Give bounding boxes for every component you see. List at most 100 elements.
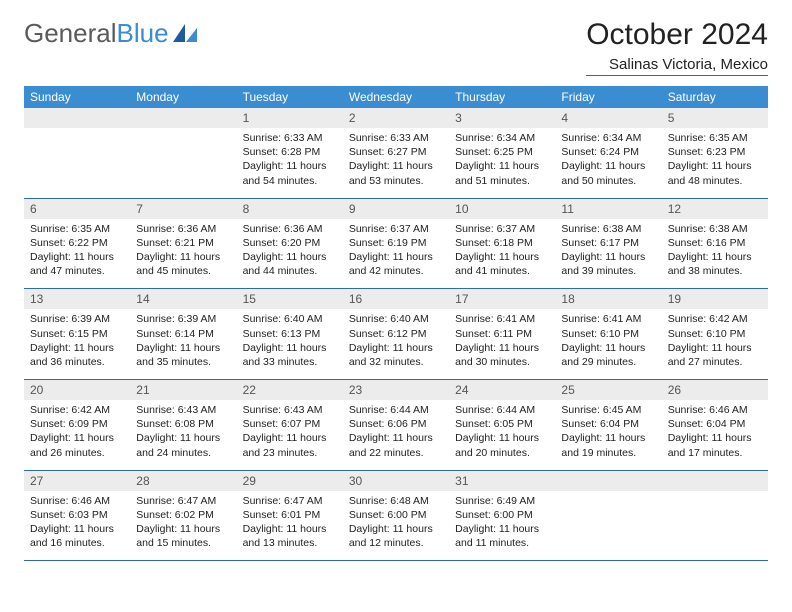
sunrise-text: Sunrise: 6:40 AM [243, 312, 337, 326]
sunrise-text: Sunrise: 6:36 AM [136, 222, 230, 236]
week-row: 20212223242526Sunrise: 6:42 AMSunset: 6:… [24, 380, 768, 471]
sunset-text: Sunset: 6:05 PM [455, 417, 549, 431]
week-row: 13141516171819Sunrise: 6:39 AMSunset: 6:… [24, 289, 768, 380]
sunset-text: Sunset: 6:02 PM [136, 508, 230, 522]
sunset-text: Sunset: 6:14 PM [136, 327, 230, 341]
weekday-friday: Friday [555, 86, 661, 108]
day-number-cell [555, 471, 661, 491]
day-number-cell: 27 [24, 471, 130, 491]
sunrise-text: Sunrise: 6:37 AM [349, 222, 443, 236]
daylight-text: Daylight: 11 hours and 24 minutes. [136, 431, 230, 459]
sunrise-text: Sunrise: 6:48 AM [349, 494, 443, 508]
daylight-text: Daylight: 11 hours and 26 minutes. [30, 431, 124, 459]
day-body-cell: Sunrise: 6:43 AMSunset: 6:07 PMDaylight:… [237, 400, 343, 470]
sunrise-text: Sunrise: 6:44 AM [349, 403, 443, 417]
logo: GeneralBlue [24, 18, 199, 49]
daylight-text: Daylight: 11 hours and 35 minutes. [136, 341, 230, 369]
sunset-text: Sunset: 6:28 PM [243, 145, 337, 159]
day-body-cell: Sunrise: 6:46 AMSunset: 6:04 PMDaylight:… [662, 400, 768, 470]
day-body-cell: Sunrise: 6:37 AMSunset: 6:19 PMDaylight:… [343, 219, 449, 289]
weekday-tuesday: Tuesday [237, 86, 343, 108]
day-number-cell: 9 [343, 199, 449, 219]
sunset-text: Sunset: 6:07 PM [243, 417, 337, 431]
sunrise-text: Sunrise: 6:33 AM [243, 131, 337, 145]
day-number-cell: 24 [449, 380, 555, 400]
daylight-text: Daylight: 11 hours and 19 minutes. [561, 431, 655, 459]
daylight-text: Daylight: 11 hours and 32 minutes. [349, 341, 443, 369]
daylight-text: Daylight: 11 hours and 23 minutes. [243, 431, 337, 459]
day-body-cell: Sunrise: 6:33 AMSunset: 6:28 PMDaylight:… [237, 128, 343, 198]
weekday-wednesday: Wednesday [343, 86, 449, 108]
day-number-cell: 28 [130, 471, 236, 491]
daylight-text: Daylight: 11 hours and 29 minutes. [561, 341, 655, 369]
day-body-cell: Sunrise: 6:36 AMSunset: 6:20 PMDaylight:… [237, 219, 343, 289]
day-number-cell: 30 [343, 471, 449, 491]
day-body-cell: Sunrise: 6:37 AMSunset: 6:18 PMDaylight:… [449, 219, 555, 289]
day-body-cell: Sunrise: 6:45 AMSunset: 6:04 PMDaylight:… [555, 400, 661, 470]
day-number-cell: 12 [662, 199, 768, 219]
sunrise-text: Sunrise: 6:46 AM [668, 403, 762, 417]
day-body-cell: Sunrise: 6:44 AMSunset: 6:06 PMDaylight:… [343, 400, 449, 470]
daylight-text: Daylight: 11 hours and 53 minutes. [349, 159, 443, 187]
sunset-text: Sunset: 6:21 PM [136, 236, 230, 250]
day-number-cell: 14 [130, 289, 236, 309]
sunrise-text: Sunrise: 6:35 AM [668, 131, 762, 145]
day-number-cell: 10 [449, 199, 555, 219]
daylight-text: Daylight: 11 hours and 16 minutes. [30, 522, 124, 550]
sunrise-text: Sunrise: 6:36 AM [243, 222, 337, 236]
day-number-cell [130, 108, 236, 128]
sunrise-text: Sunrise: 6:39 AM [136, 312, 230, 326]
day-body-cell: Sunrise: 6:33 AMSunset: 6:27 PMDaylight:… [343, 128, 449, 198]
day-body-cell: Sunrise: 6:47 AMSunset: 6:02 PMDaylight:… [130, 491, 236, 561]
sunset-text: Sunset: 6:23 PM [668, 145, 762, 159]
sunrise-text: Sunrise: 6:47 AM [243, 494, 337, 508]
day-body-cell: Sunrise: 6:38 AMSunset: 6:17 PMDaylight:… [555, 219, 661, 289]
week-row: 6789101112Sunrise: 6:35 AMSunset: 6:22 P… [24, 199, 768, 290]
day-number-cell: 26 [662, 380, 768, 400]
month-title: October 2024 [586, 18, 768, 52]
day-number-cell: 31 [449, 471, 555, 491]
daylight-text: Daylight: 11 hours and 50 minutes. [561, 159, 655, 187]
day-number-cell [24, 108, 130, 128]
day-body-cell [130, 128, 236, 198]
logo-text: GeneralBlue [24, 18, 169, 49]
sunset-text: Sunset: 6:19 PM [349, 236, 443, 250]
sunrise-text: Sunrise: 6:38 AM [561, 222, 655, 236]
daylight-text: Daylight: 11 hours and 48 minutes. [668, 159, 762, 187]
sunrise-text: Sunrise: 6:34 AM [561, 131, 655, 145]
daylight-text: Daylight: 11 hours and 38 minutes. [668, 250, 762, 278]
daylight-text: Daylight: 11 hours and 42 minutes. [349, 250, 443, 278]
sunrise-text: Sunrise: 6:44 AM [455, 403, 549, 417]
daylight-text: Daylight: 11 hours and 39 minutes. [561, 250, 655, 278]
day-body-cell: Sunrise: 6:35 AMSunset: 6:23 PMDaylight:… [662, 128, 768, 198]
sunrise-text: Sunrise: 6:46 AM [30, 494, 124, 508]
week-row: 12345Sunrise: 6:33 AMSunset: 6:28 PMDayl… [24, 108, 768, 199]
location-text: Salinas Victoria, Mexico [586, 56, 768, 73]
day-body-cell: Sunrise: 6:40 AMSunset: 6:13 PMDaylight:… [237, 309, 343, 379]
daylight-text: Daylight: 11 hours and 13 minutes. [243, 522, 337, 550]
calendar: SundayMondayTuesdayWednesdayThursdayFrid… [0, 86, 792, 561]
daylight-text: Daylight: 11 hours and 36 minutes. [30, 341, 124, 369]
sunset-text: Sunset: 6:22 PM [30, 236, 124, 250]
daylight-text: Daylight: 11 hours and 45 minutes. [136, 250, 230, 278]
daylight-text: Daylight: 11 hours and 15 minutes. [136, 522, 230, 550]
sunrise-text: Sunrise: 6:42 AM [668, 312, 762, 326]
sunrise-text: Sunrise: 6:43 AM [136, 403, 230, 417]
sunrise-text: Sunrise: 6:33 AM [349, 131, 443, 145]
sunset-text: Sunset: 6:18 PM [455, 236, 549, 250]
logo-word-blue: Blue [117, 18, 169, 49]
sunset-text: Sunset: 6:16 PM [668, 236, 762, 250]
sunrise-text: Sunrise: 6:34 AM [455, 131, 549, 145]
day-number-cell: 1 [237, 108, 343, 128]
sunset-text: Sunset: 6:09 PM [30, 417, 124, 431]
weekday-sunday: Sunday [24, 86, 130, 108]
sunset-text: Sunset: 6:08 PM [136, 417, 230, 431]
title-rule [586, 75, 768, 76]
day-body-cell: Sunrise: 6:42 AMSunset: 6:10 PMDaylight:… [662, 309, 768, 379]
day-body-cell: Sunrise: 6:41 AMSunset: 6:10 PMDaylight:… [555, 309, 661, 379]
day-body-cell: Sunrise: 6:39 AMSunset: 6:14 PMDaylight:… [130, 309, 236, 379]
sunset-text: Sunset: 6:20 PM [243, 236, 337, 250]
sunset-text: Sunset: 6:12 PM [349, 327, 443, 341]
sunrise-text: Sunrise: 6:37 AM [455, 222, 549, 236]
logo-word-general: General [24, 18, 117, 49]
